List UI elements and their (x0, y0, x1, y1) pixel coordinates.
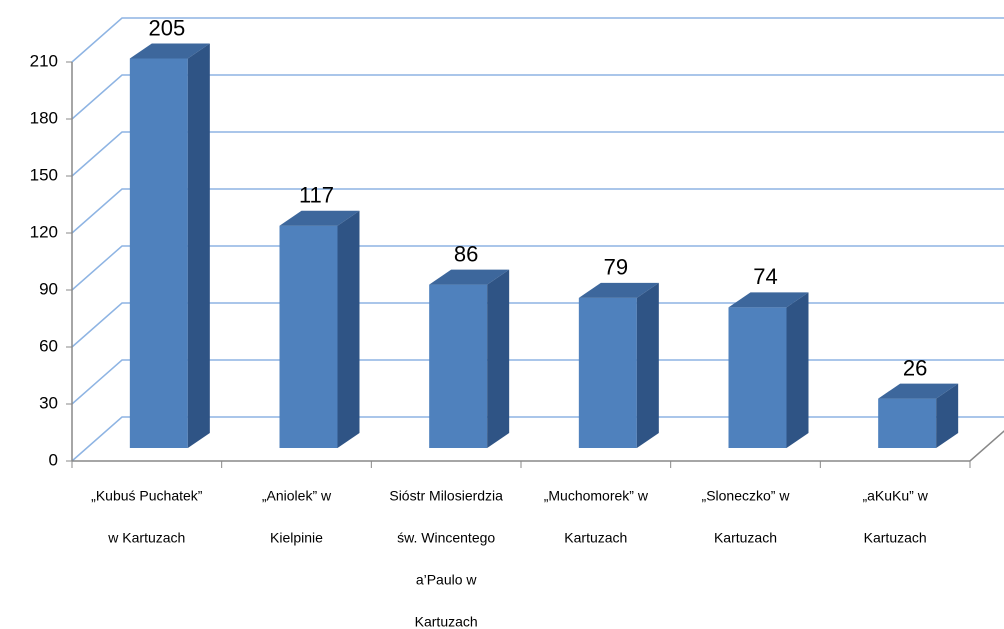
bar-top (429, 269, 510, 285)
data-label: 205 (148, 15, 185, 40)
bar-side (636, 282, 659, 448)
bar (129, 58, 188, 448)
y-tick-label: 0 (49, 450, 58, 469)
grid-line (71, 188, 1004, 234)
x-tick-label: Kartuzach (564, 530, 627, 546)
bar (578, 297, 637, 448)
bar-top (578, 282, 659, 298)
x-tick-label: „Muchomorek” w (544, 488, 649, 504)
bar-top (279, 210, 360, 226)
bar-side (187, 43, 210, 448)
y-tick-label: 120 (30, 222, 58, 241)
bar-top (129, 43, 210, 59)
grid-line (71, 131, 1004, 177)
grid-line (71, 74, 1004, 120)
bar-side (487, 269, 510, 448)
bar-top (728, 292, 809, 308)
data-label: 79 (604, 255, 628, 280)
bar (279, 225, 338, 448)
x-tick-label: a’Paulo w (416, 572, 478, 588)
bar (429, 284, 488, 448)
x-tick-label: Kartuzach (864, 530, 927, 546)
bar-side (786, 292, 809, 448)
y-tick-label: 60 (39, 336, 58, 355)
y-tick-label: 150 (30, 165, 58, 184)
data-label: 74 (753, 264, 777, 289)
x-tick-label: w Kartuzach (107, 530, 185, 546)
x-tick-label: „aKuKu” w (862, 488, 928, 504)
bar (878, 398, 937, 448)
x-tick-label: Sióstr Milosierdzia (389, 488, 503, 504)
x-tick-label: św. Wincentego (397, 530, 495, 546)
x-tick-label: „Kubuś Puchatek” (91, 488, 203, 504)
grid-line (71, 17, 1004, 63)
data-label: 117 (299, 183, 334, 208)
data-label: 86 (454, 241, 478, 266)
data-label: 26 (903, 355, 927, 380)
x-tick-label: „Sloneczko” w (702, 488, 791, 504)
grid-line (71, 359, 1004, 405)
x-tick-label: Kartuzach (415, 614, 478, 629)
x-tick-label: „Aniolek” w (262, 488, 332, 504)
y-tick-label: 30 (39, 393, 58, 412)
bar-side (936, 383, 959, 448)
y-tick-label: 210 (30, 51, 58, 70)
grid-line (71, 245, 1004, 291)
bar-side (337, 210, 360, 448)
bar-top (878, 383, 959, 399)
bar (728, 307, 787, 448)
y-tick-label: 90 (39, 279, 58, 298)
grid-line (71, 302, 1004, 348)
grid-line (71, 416, 1004, 462)
x-tick-label: Kartuzach (714, 530, 777, 546)
x-tick-label: Kielpinie (270, 530, 323, 546)
floor (72, 430, 1004, 462)
y-tick-label: 180 (30, 108, 58, 127)
